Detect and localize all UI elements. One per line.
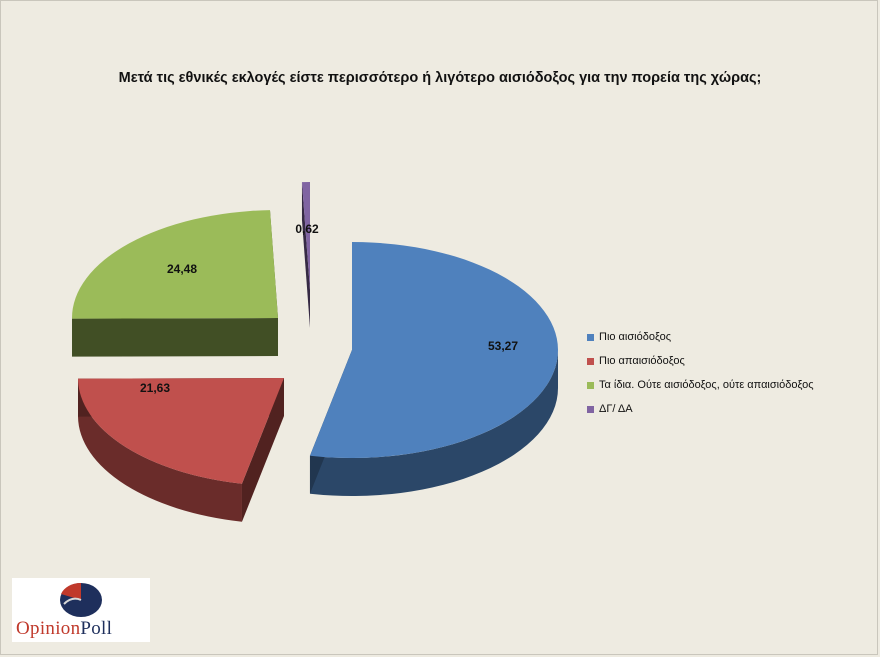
pie-slice-cut-face	[301, 182, 310, 328]
legend-item: Πιο αισιόδοξος	[587, 325, 814, 349]
legend-label: Τα ίδια. Ούτε αισιόδοξος, ούτε απαισιόδο…	[599, 379, 814, 391]
pie-slice	[309, 242, 559, 458]
logo-text-opinion: Opinion	[16, 618, 81, 639]
legend-item: Τα ίδια. Ούτε αισιόδοξος, ούτε απαισιόδο…	[587, 373, 814, 397]
legend-swatch	[587, 405, 594, 413]
legend: Πιο αισιόδοξος Πιο απαισιόδοξος Τα ίδια.…	[587, 325, 814, 421]
data-label: 24,48	[167, 262, 197, 276]
data-label: 0,62	[295, 222, 319, 236]
opinionpoll-logo: OpinionPoll	[12, 578, 150, 642]
chart-title: Μετά τις εθνικές εκλογές είστε περισσότε…	[118, 70, 762, 86]
legend-swatch	[587, 357, 594, 365]
data-label: 21,63	[140, 381, 170, 395]
legend-item: ΔΓ/ ΔΑ	[587, 397, 814, 421]
legend-item: Πιο απαισιόδοξος	[587, 349, 814, 373]
legend-swatch	[587, 381, 594, 389]
legend-label: Πιο απαισιόδοξος	[599, 355, 685, 367]
pie-slice-side	[78, 378, 242, 522]
pie-slice	[78, 378, 285, 484]
pie-slice-cut-face	[72, 318, 279, 357]
pie-slice	[301, 182, 310, 290]
logo-text: OpinionPoll	[16, 618, 112, 640]
legend-label: Πιο αισιόδοξος	[599, 331, 672, 343]
legend-swatch	[587, 333, 594, 341]
data-label: 53,27	[488, 339, 518, 353]
legend-label: ΔΓ/ ΔΑ	[599, 403, 633, 415]
pie-slice-side	[309, 350, 558, 496]
logo-globe-icon	[60, 582, 102, 617]
logo-text-poll: Poll	[80, 618, 113, 639]
pie-slice	[72, 210, 278, 319]
